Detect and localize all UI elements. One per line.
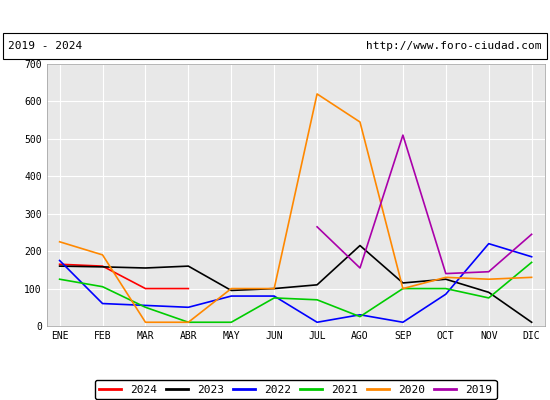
- Line: 2023: 2023: [59, 246, 532, 322]
- Legend: 2024, 2023, 2022, 2021, 2020, 2019: 2024, 2023, 2022, 2021, 2020, 2019: [95, 380, 497, 399]
- 2021: [271, 296, 277, 300]
- 2021: [486, 296, 492, 300]
- 2021: [185, 320, 191, 325]
- 2021: [400, 286, 406, 291]
- 2020: [142, 320, 148, 325]
- 2021: [357, 314, 364, 319]
- Line: 2019: 2019: [317, 135, 532, 274]
- 2023: [185, 264, 191, 268]
- 2020: [228, 286, 234, 291]
- Text: 2019 - 2024: 2019 - 2024: [8, 41, 82, 51]
- 2020: [529, 275, 535, 280]
- 2022: [185, 305, 191, 310]
- 2019: [486, 269, 492, 274]
- 2021: [56, 277, 63, 282]
- 2019: [314, 224, 321, 229]
- 2022: [271, 294, 277, 298]
- 2022: [142, 303, 148, 308]
- 2023: [400, 280, 406, 285]
- 2020: [99, 252, 106, 257]
- Line: 2020: 2020: [59, 94, 532, 322]
- Line: 2024: 2024: [59, 264, 188, 288]
- 2023: [228, 288, 234, 293]
- 2023: [56, 264, 63, 268]
- Text: http://www.foro-ciudad.com: http://www.foro-ciudad.com: [366, 41, 542, 51]
- 2023: [486, 290, 492, 295]
- 2022: [56, 258, 63, 263]
- 2022: [228, 294, 234, 298]
- 2022: [99, 301, 106, 306]
- 2024: [142, 286, 148, 291]
- 2022: [529, 254, 535, 259]
- 2020: [486, 277, 492, 282]
- 2021: [529, 260, 535, 265]
- 2023: [271, 286, 277, 291]
- 2022: [400, 320, 406, 325]
- 2024: [56, 262, 63, 267]
- 2019: [529, 232, 535, 237]
- 2022: [486, 241, 492, 246]
- 2021: [99, 284, 106, 289]
- 2021: [314, 298, 321, 302]
- 2023: [529, 320, 535, 325]
- 2019: [400, 133, 406, 138]
- 2021: [443, 286, 449, 291]
- 2020: [443, 275, 449, 280]
- 2020: [314, 92, 321, 96]
- 2023: [99, 264, 106, 269]
- 2022: [314, 320, 321, 325]
- 2020: [56, 239, 63, 244]
- 2021: [142, 305, 148, 310]
- Bar: [3, 32, 547, 60]
- 2023: [314, 282, 321, 287]
- 2024: [99, 264, 106, 268]
- 2021: [228, 320, 234, 325]
- Text: Evolucion Nº Turistas Nacionales en el municipio de Navas de Riofrío: Evolucion Nº Turistas Nacionales en el m…: [0, 8, 550, 22]
- 2023: [142, 266, 148, 270]
- 2019: [443, 271, 449, 276]
- 2020: [271, 286, 277, 291]
- 2019: [357, 266, 364, 270]
- 2020: [185, 320, 191, 325]
- 2020: [400, 286, 406, 291]
- 2023: [443, 277, 449, 282]
- 2022: [357, 312, 364, 317]
- 2020: [357, 120, 364, 124]
- Line: 2021: 2021: [59, 262, 532, 322]
- 2024: [185, 286, 191, 291]
- 2023: [357, 243, 364, 248]
- Line: 2022: 2022: [59, 244, 532, 322]
- 2022: [443, 292, 449, 296]
